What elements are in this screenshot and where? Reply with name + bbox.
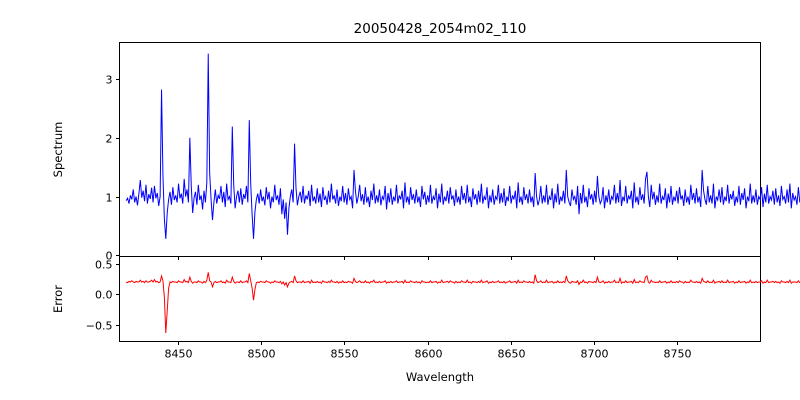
x-tick-label: 8750 <box>664 348 692 361</box>
spectrum-y-axis-label: Spectrum <box>51 122 65 178</box>
error-y-axis-label: Error <box>51 285 65 313</box>
x-tick-label: 8600 <box>415 348 443 361</box>
y-tick-label: 0 <box>106 250 113 263</box>
error-x-tick-labels: 8450 8500 8550 8600 8650 8700 8750 <box>165 348 692 361</box>
spectrum-tickmarks <box>116 79 678 260</box>
error-data-line <box>125 272 800 334</box>
page-title: 20050428_2054m02_110 <box>354 21 527 37</box>
y-tick-label: −0.5 <box>86 320 113 333</box>
y-tick-label: 3 <box>106 74 113 87</box>
x-tick-label: 8650 <box>498 348 526 361</box>
y-tick-label: 1 <box>106 192 113 205</box>
y-tick-label: 0.0 <box>95 289 113 302</box>
error-panel: −0.50.00.5 8450 8500 8550 8600 8650 8700 8750 … <box>51 256 800 384</box>
y-tick-label: 2 <box>106 133 113 146</box>
x-axis-label: Wavelength <box>406 370 474 384</box>
x-tick-label: 8550 <box>331 348 359 361</box>
spectrum-data-line <box>125 53 800 239</box>
error-tickmarks <box>116 264 678 345</box>
x-tick-label: 8450 <box>165 348 193 361</box>
y-tick-label: 0.5 <box>95 259 113 272</box>
x-tick-label: 8500 <box>248 348 276 361</box>
spectrum-tick-labels: 0 1 2 3 <box>106 74 113 263</box>
error-axes-frame <box>119 256 761 342</box>
error-tick-labels: −0.5 0.0 0.5 <box>86 259 113 333</box>
x-tick-label: 8700 <box>581 348 609 361</box>
